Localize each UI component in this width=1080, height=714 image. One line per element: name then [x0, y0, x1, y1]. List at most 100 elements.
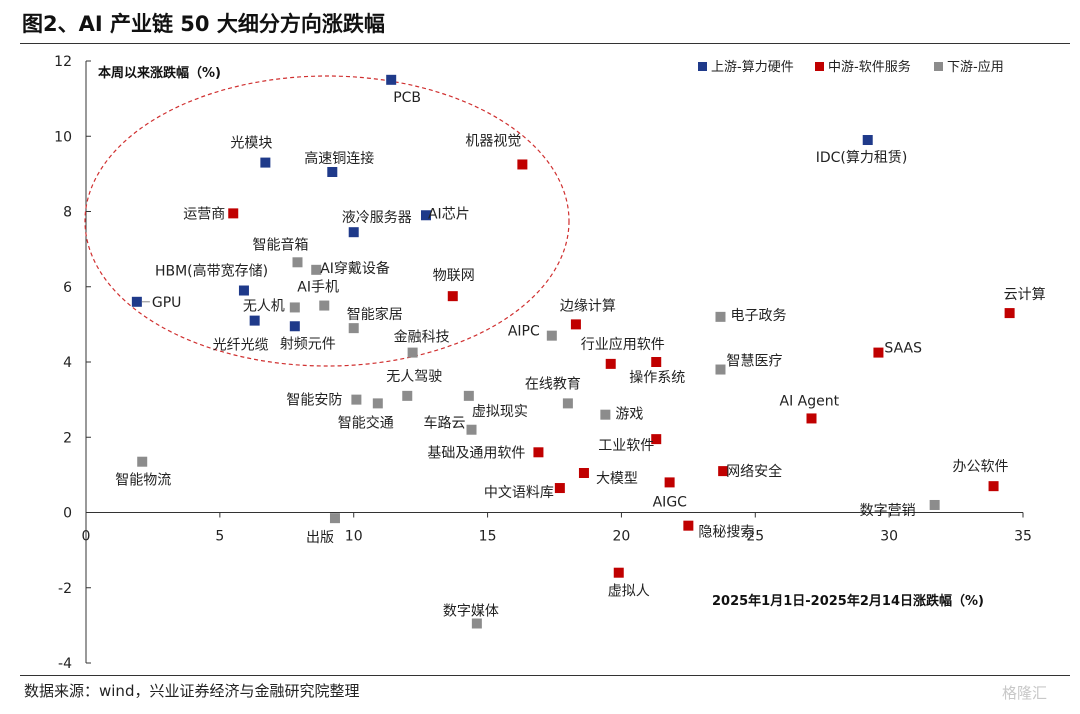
- scatter-point-downstream: [351, 394, 362, 405]
- point-label: 无人机: [243, 298, 285, 314]
- scatter-point-downstream: [715, 311, 726, 322]
- point-label: 行业应用软件: [581, 336, 665, 353]
- scatter-point-midstream: [447, 291, 458, 302]
- point-label: 金融科技: [394, 330, 450, 346]
- scatter-point-midstream: [533, 447, 544, 458]
- point-label: 智能交通: [338, 414, 394, 431]
- y-tick-label: 2: [63, 430, 72, 446]
- point-label: 车路云: [424, 415, 466, 432]
- point-label: AI穿戴设备: [320, 260, 390, 277]
- point-label: 边缘计算: [560, 298, 616, 314]
- scatter-point-downstream: [292, 257, 303, 268]
- scatter-point-midstream: [651, 434, 662, 445]
- scatter-point-midstream: [806, 413, 817, 424]
- scatter-point-upstream: [131, 296, 142, 307]
- scatter-point-midstream: [554, 483, 565, 494]
- scatter-point-midstream: [517, 159, 528, 170]
- point-label: 无人驾驶: [386, 369, 442, 385]
- scatter-point-downstream: [546, 330, 557, 341]
- chart-axes: -4 -2 0 2 4 6 8 10 12 0 5 10 15 20 25 30 35: [54, 54, 1032, 672]
- point-label: AI手机: [297, 280, 339, 296]
- point-label: HBM(高带宽存储): [155, 263, 268, 280]
- point-label: AI芯片: [428, 206, 470, 222]
- scatter-point-midstream: [718, 466, 729, 477]
- scatter-point-downstream: [471, 618, 482, 629]
- x-tick-label: 5: [215, 529, 224, 545]
- scatter-point-downstream: [329, 513, 340, 524]
- point-label: 办公软件: [953, 459, 1009, 475]
- point-label: 物联网: [433, 268, 475, 284]
- scatter-point-midstream: [228, 208, 239, 219]
- point-label: 游戏: [615, 407, 643, 423]
- point-label: 大模型: [596, 471, 638, 487]
- title-divider: [20, 43, 1070, 44]
- source-note: 数据来源：wind，兴业证券经济与金融研究院整理: [24, 682, 360, 700]
- legend-label-midstream: 中游-软件服务: [828, 59, 911, 75]
- chart-points: [131, 74, 1015, 629]
- scatter-point-midstream: [605, 358, 616, 369]
- point-label: 中文语料库: [484, 485, 554, 501]
- y-tick-label: 12: [54, 54, 72, 70]
- scatter-point-upstream: [249, 315, 260, 326]
- point-label: AI Agent: [780, 393, 840, 409]
- scatter-point-midstream: [988, 481, 999, 492]
- scatter-point-downstream: [319, 300, 330, 311]
- x-tick-label: 15: [479, 529, 497, 545]
- point-label: GPU: [152, 295, 182, 311]
- y-tick-label: 8: [63, 205, 72, 221]
- point-label: 智能安防: [286, 393, 342, 409]
- point-label: 基础及通用软件: [427, 444, 525, 461]
- y-tick-label: 0: [63, 506, 72, 522]
- point-label: IDC(算力租赁): [816, 150, 908, 166]
- point-label: SAAS: [884, 341, 922, 357]
- legend-label-downstream: 下游-应用: [947, 59, 1004, 75]
- point-label: 智慧医疗: [726, 354, 782, 370]
- point-label: 光模块: [230, 136, 272, 152]
- legend-swatch-downstream: [934, 62, 943, 71]
- point-label: 虚拟现实: [472, 404, 528, 420]
- legend-swatch-upstream: [698, 62, 707, 71]
- scatter-point-midstream: [613, 567, 624, 578]
- point-label: 工业软件: [598, 438, 654, 454]
- x-tick-label: 30: [880, 529, 898, 545]
- scatter-point-downstream: [600, 409, 611, 420]
- scatter-point-midstream: [1004, 308, 1015, 319]
- point-label: 隐秘搜索: [698, 524, 754, 541]
- y-tick-label: 6: [63, 280, 72, 296]
- scatter-point-midstream: [578, 467, 589, 478]
- scatter-point-upstream: [289, 321, 300, 332]
- scatter-point-downstream: [372, 398, 383, 409]
- point-label: 智能家居: [347, 306, 403, 323]
- scatter-point-downstream: [311, 264, 322, 275]
- scatter-point-downstream: [463, 390, 474, 401]
- point-label: 出版: [306, 530, 334, 546]
- scatter-point-midstream: [873, 347, 884, 358]
- scatter-point-upstream: [348, 227, 359, 238]
- chart-legend: 上游-算力硬件 中游-软件服务 下游-应用: [698, 59, 1004, 75]
- x-tick-label: 35: [1014, 529, 1032, 545]
- point-label: 虚拟人: [608, 584, 650, 600]
- point-label: AIGC: [653, 494, 688, 510]
- scatter-point-midstream: [683, 520, 694, 531]
- legend-swatch-midstream: [815, 62, 824, 71]
- y-tick-label: -4: [58, 656, 72, 672]
- x-tick-label: 0: [82, 529, 91, 545]
- scatter-point-midstream: [570, 319, 581, 330]
- x-axis-label: 2025年1月1日-2025年2月14日涨跌幅（%): [712, 593, 984, 609]
- point-label: 智能音箱: [252, 236, 308, 253]
- scatter-point-downstream: [407, 347, 418, 358]
- point-label: 液冷服务器: [342, 210, 412, 226]
- scatter-point-downstream: [466, 424, 477, 435]
- scatter-point-downstream: [715, 364, 726, 375]
- point-label: 运营商: [183, 206, 225, 222]
- point-label: 数字媒体: [443, 603, 499, 619]
- y-tick-label: -2: [58, 581, 72, 597]
- point-label: 高速铜连接: [304, 150, 374, 167]
- point-label: 射频元件: [280, 336, 336, 352]
- figure-title: 图2、AI 产业链 50 大细分方向涨跌幅: [22, 12, 385, 36]
- scatter-point-downstream: [289, 302, 300, 313]
- scatter-point-upstream: [862, 135, 873, 146]
- legend-label-upstream: 上游-算力硬件: [711, 60, 794, 75]
